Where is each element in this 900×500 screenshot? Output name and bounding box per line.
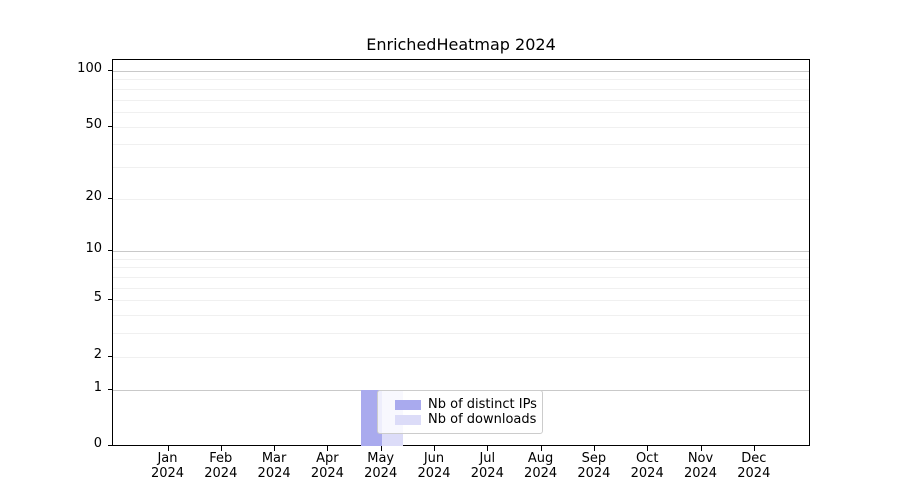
x-tick-label: Jul 2024 [447, 451, 527, 481]
x-tick [167, 446, 169, 451]
x-tick [753, 446, 755, 451]
x-tick-label-month: Oct [635, 451, 659, 466]
y-tick-label: 5 [93, 290, 102, 306]
y-tick [107, 445, 112, 446]
x-tick [700, 446, 702, 451]
x-tick-label: Nov 2024 [661, 451, 741, 481]
x-tick-label-year: 2024 [310, 466, 344, 481]
x-tick-label-year: 2024 [417, 466, 451, 481]
legend-item-distinct-ips: Nb of distinct IPs [395, 397, 537, 412]
y-tick [107, 299, 112, 301]
x-tick-label: Aug 2024 [501, 451, 581, 481]
gridline-major [113, 251, 809, 253]
x-tick [327, 446, 329, 451]
chart-title: EnrichedHeatmap 2024 [366, 35, 556, 54]
x-tick-label: Apr 2024 [287, 451, 367, 481]
legend-swatch-distinct-ips-icon [395, 399, 421, 410]
x-tick-label-year: 2024 [470, 466, 504, 481]
x-tick [593, 446, 595, 451]
y-tick-label: 20 [85, 188, 102, 204]
y-tick-label: 100 [77, 61, 102, 76]
gridline-minor [113, 267, 809, 269]
gridline-minor [113, 287, 809, 289]
x-tick-label: Feb 2024 [181, 451, 261, 481]
y-tick [107, 197, 112, 199]
gridline-minor [113, 79, 809, 81]
gridline-minor [113, 258, 809, 260]
x-tick-label-month: Nov [687, 451, 714, 466]
x-tick [220, 446, 222, 451]
y-tick-label: 2 [93, 346, 102, 362]
x-tick-label-month: Aug [527, 451, 554, 466]
gridline-minor [113, 126, 809, 128]
gridline-minor [113, 166, 809, 168]
y-tick-label: 0 [93, 436, 102, 451]
gridline-minor [113, 277, 809, 279]
x-tick-label-year: 2024 [257, 466, 291, 481]
x-tick-label: Oct 2024 [607, 451, 687, 481]
y-tick-label: 1 [93, 379, 102, 395]
x-tick-label: Jun 2024 [394, 451, 474, 481]
x-tick-label-month: Mar [261, 451, 287, 466]
x-tick-label-year: 2024 [150, 466, 185, 481]
gridline-minor [113, 356, 809, 358]
plot-area [112, 59, 810, 447]
gridline-minor [113, 144, 809, 146]
x-tick-label-month: May [367, 451, 395, 466]
gridline-minor [113, 111, 809, 113]
x-tick-label: Jan 2024 [128, 451, 208, 481]
x-tick [274, 446, 276, 451]
x-tick [647, 446, 649, 451]
x-tick-label-year: 2024 [683, 466, 718, 481]
x-tick-label-year: 2024 [364, 466, 398, 481]
gridline-minor [113, 88, 809, 90]
y-tick-label: 10 [85, 241, 102, 257]
legend-label-downloads: Nb of downloads [428, 412, 537, 427]
x-tick [434, 446, 435, 451]
x-tick-label-year: 2024 [524, 466, 558, 481]
bar-distinct-ips-may [360, 389, 382, 447]
x-tick-label-month: Apr [316, 451, 339, 466]
y-tick [107, 388, 112, 390]
x-tick-label-year: 2024 [204, 466, 238, 481]
gridline-minor [113, 198, 809, 200]
gridline-minor [113, 333, 809, 335]
y-tick-label: 50 [85, 116, 102, 132]
legend-item-downloads: Nb of downloads [395, 412, 536, 427]
x-tick-label-month: Feb [209, 451, 233, 466]
y-tick [107, 70, 112, 71]
y-tick [107, 355, 112, 357]
x-tick [380, 446, 382, 451]
gridline-minor [113, 315, 809, 317]
x-tick-label-month: Jun [423, 451, 445, 466]
x-tick-label-month: Jan [157, 451, 178, 466]
x-tick-label: Mar 2024 [234, 451, 314, 481]
gridline-minor [113, 300, 809, 302]
x-tick-label-month: Jul [479, 451, 496, 466]
x-tick-label-year: 2024 [630, 466, 664, 481]
x-tick-label: May 2024 [341, 451, 421, 481]
x-tick-label-month: Sep [581, 451, 607, 466]
x-tick [540, 446, 542, 451]
x-tick-label-year: 2024 [577, 466, 611, 481]
legend-swatch-downloads-icon [395, 414, 421, 425]
y-tick [107, 250, 112, 252]
x-tick-label-month: Dec [741, 451, 767, 466]
legend: Nb of distinct IPs Nb of downloads [377, 390, 543, 434]
x-tick-label-year: 2024 [737, 466, 771, 481]
gridline-minor [113, 99, 809, 101]
gridline-major [113, 71, 809, 72]
x-tick-label: Dec 2024 [714, 451, 794, 481]
x-tick [487, 446, 489, 451]
x-tick-label: Sep 2024 [554, 451, 634, 481]
y-tick [107, 125, 112, 127]
legend-label-distinct-ips: Nb of distinct IPs [428, 397, 537, 412]
